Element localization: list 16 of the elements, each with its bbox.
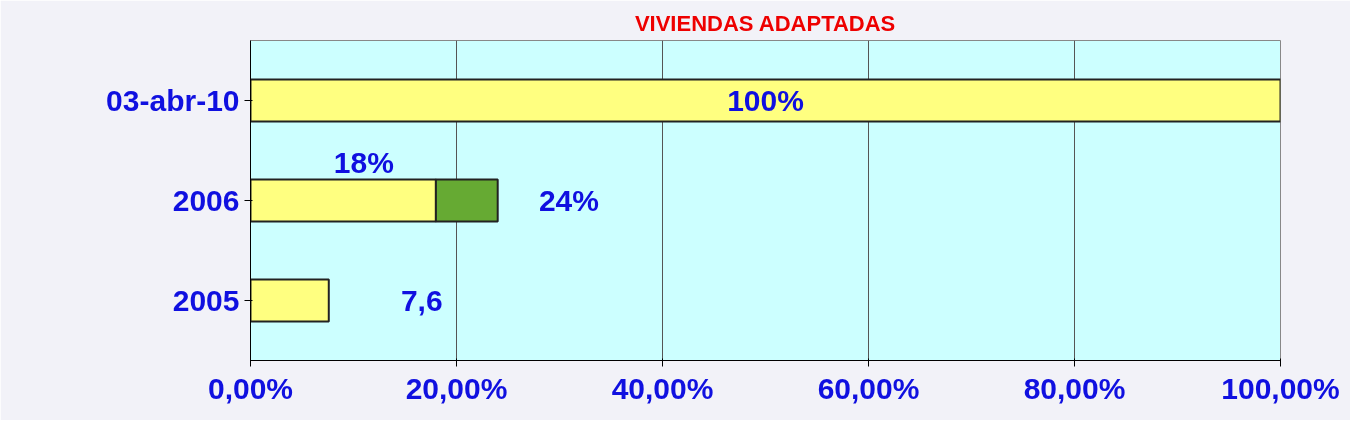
data-label: 18%: [333, 146, 394, 179]
x-tick-label: 0,00%: [207, 371, 294, 405]
data-label: 100%: [727, 84, 804, 117]
data-label: 7,6: [400, 283, 443, 317]
chart-title: VIVIENDAS ADAPTADAS: [634, 10, 896, 36]
y-tick-label: 2005: [172, 284, 240, 317]
x-tick-label: 80,00%: [1023, 371, 1126, 405]
total-label: 24%: [538, 184, 599, 217]
y-tick-label: 03-abr-10: [106, 84, 240, 117]
x-tick-label: 100,00%: [1221, 371, 1340, 405]
x-tick-label: 60,00%: [817, 371, 920, 405]
bar: [250, 278, 330, 323]
x-tick-label: 20,00%: [405, 371, 508, 405]
x-tick-label: 40,00%: [611, 371, 714, 405]
y-tick-label: 2006: [172, 184, 240, 217]
bar: [250, 78, 1281, 123]
